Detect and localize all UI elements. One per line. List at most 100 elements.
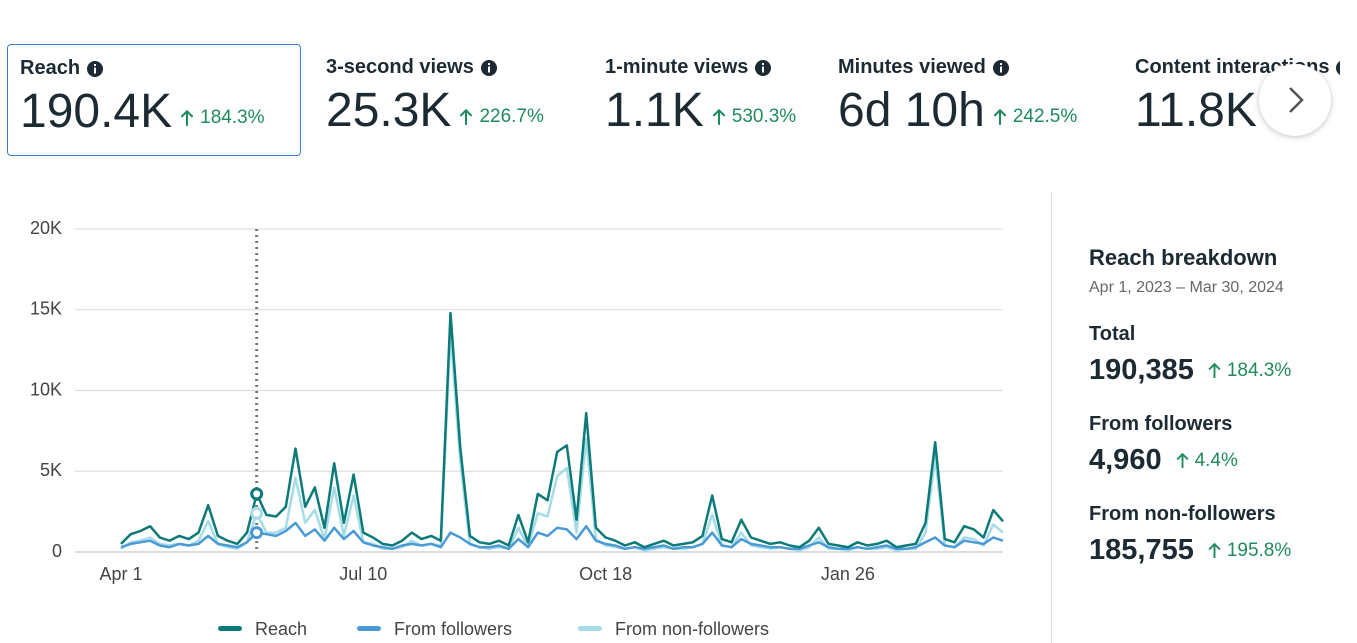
metric-card[interactable]: 3-second views 25.3K 226.7% [314,44,614,156]
breakdown-label: Total [1089,323,1136,345]
breakdown-value: 190,385 [1089,354,1194,386]
breakdown-value-row: 190,385 184.3% [1089,354,1349,387]
breakdown-title: Reach breakdown [1089,245,1278,270]
up-arrow-icon [1208,362,1221,378]
metric-value-row: 6d 10h 242.5% [838,83,1126,138]
breakdown-change-value: 184.3% [1226,359,1292,381]
metric-card[interactable]: Minutes viewed 6d 10h 242.5% [826,44,1126,156]
breakdown-label: From non-followers [1089,503,1276,525]
metric-value-row: 190.4K 184.3% [20,84,300,139]
reach-breakdown: Reach breakdown Apr 1, 2023 – Mar 30, 20… [1089,245,1349,567]
arrow-shape [1208,362,1221,378]
breakdown-change: 184.3% [1208,360,1291,382]
breakdown-value: 185,755 [1089,534,1194,566]
metric-label: Minutes viewed [838,56,986,78]
metric-change-value: 530.3% [731,106,797,127]
chart: 0 5K 10K 15K 20K Apr 1 Jul 10 Oct 18 Jan 26 Reach… [30,218,1004,639]
hover-point [250,487,264,501]
breakdown-change-value: 4.4% [1194,449,1238,471]
x-tick-label: Apr 1 [99,564,142,584]
metric-value-row: 1.1K 530.3% [605,83,893,138]
breakdown-item: From non-followers 185,755 195.8% [1089,503,1349,567]
metric-change: 184.3% [180,107,265,129]
arrow-shape [712,108,726,125]
series-line [120,521,1004,551]
metric-value: 190.4K [20,85,173,138]
up-arrow-icon [180,109,194,126]
metric-cards: Reach 190.4K 184.3% 3-second views 25.3K 226.… [0,0,1340,180]
up-arrow-icon [712,108,726,125]
y-tick-label: 20K [30,218,62,238]
x-tick-label: Jan 26 [821,564,875,584]
info-bar [762,66,765,72]
arrow-shape [460,108,473,125]
metric-card[interactable]: 1-minute views 1.1K 530.3% [593,44,893,156]
metric-value-row: 11.8K [1135,83,1340,138]
info-bar [487,66,490,72]
metric-label: Reach [20,57,81,79]
hover-point [250,506,264,520]
breakdown-value-row: 4,960 4.4% [1089,444,1349,477]
metric-card[interactable]: Reach 190.4K 184.3% [7,44,301,156]
legend-swatch [218,626,242,631]
info-icon [87,60,104,77]
info-bar [94,67,97,73]
x-tick-label: Oct 18 [579,564,632,584]
legend-label: Reach [255,619,307,639]
legend-swatch [578,626,602,631]
arrow-shape [1208,542,1221,558]
up-arrow-icon [1208,542,1221,558]
breakdown-value: 4,960 [1089,444,1162,476]
up-arrow-icon [1176,452,1189,468]
info-icon [992,59,1009,76]
chevron-icon [1289,87,1304,113]
x-tick-label: Jul 10 [339,564,387,584]
info-icon [755,59,772,76]
breakdown-change-value: 195.8% [1226,539,1292,561]
breakdown-change: 4.4% [1176,450,1238,472]
breakdown-change: 195.8% [1208,540,1291,562]
metric-label-row: 3-second views [326,56,614,79]
metric-value: 6d 10h [838,84,985,137]
metric-value: 1.1K [605,84,704,137]
breakdown-item: Total 190,385 184.3% [1089,323,1349,387]
metric-label-row: 1-minute views [605,56,893,79]
y-tick-label: 5K [40,460,62,480]
up-arrow-icon [460,108,473,125]
info-icon [1336,60,1340,75]
up-arrow-icon [993,108,1007,125]
y-tick-label: 0 [52,541,62,561]
hover-point [250,526,264,540]
info-dot [94,63,97,66]
info-dot [999,62,1002,65]
metric-label-row: Minutes viewed [838,56,1126,79]
info-dot [487,62,490,65]
metric-label-row: Reach [20,57,300,80]
metric-change: 242.5% [993,106,1077,128]
arrow-shape [993,108,1007,125]
divider [1051,192,1052,643]
info-bar [999,66,1002,72]
metric-label: 1-minute views [605,56,749,78]
y-tick-label: 15K [30,299,62,319]
legend-swatch [357,626,381,631]
metric-change: 226.7% [459,106,544,128]
legend-label: From followers [394,619,512,639]
next-button[interactable] [1259,64,1331,136]
breakdown-value-row: 185,755 195.8% [1089,534,1349,567]
metric-change: 530.3% [712,106,796,128]
metric-value: 25.3K [326,84,452,137]
info-icon [480,59,497,76]
arrow-shape [1176,452,1189,468]
metric-label: 3-second views [326,56,474,78]
series-line [120,311,1004,549]
arrow-shape [180,109,194,126]
breakdown-item: From followers 4,960 4.4% [1089,413,1349,477]
legend-label: From non-followers [615,619,769,639]
metric-change-value: 242.5% [1012,106,1078,127]
breakdown-label: From followers [1089,413,1233,435]
metric-change-value: 184.3% [200,107,265,128]
metric-change-value: 226.7% [479,106,544,127]
metric-value-row: 25.3K 226.7% [326,83,614,138]
